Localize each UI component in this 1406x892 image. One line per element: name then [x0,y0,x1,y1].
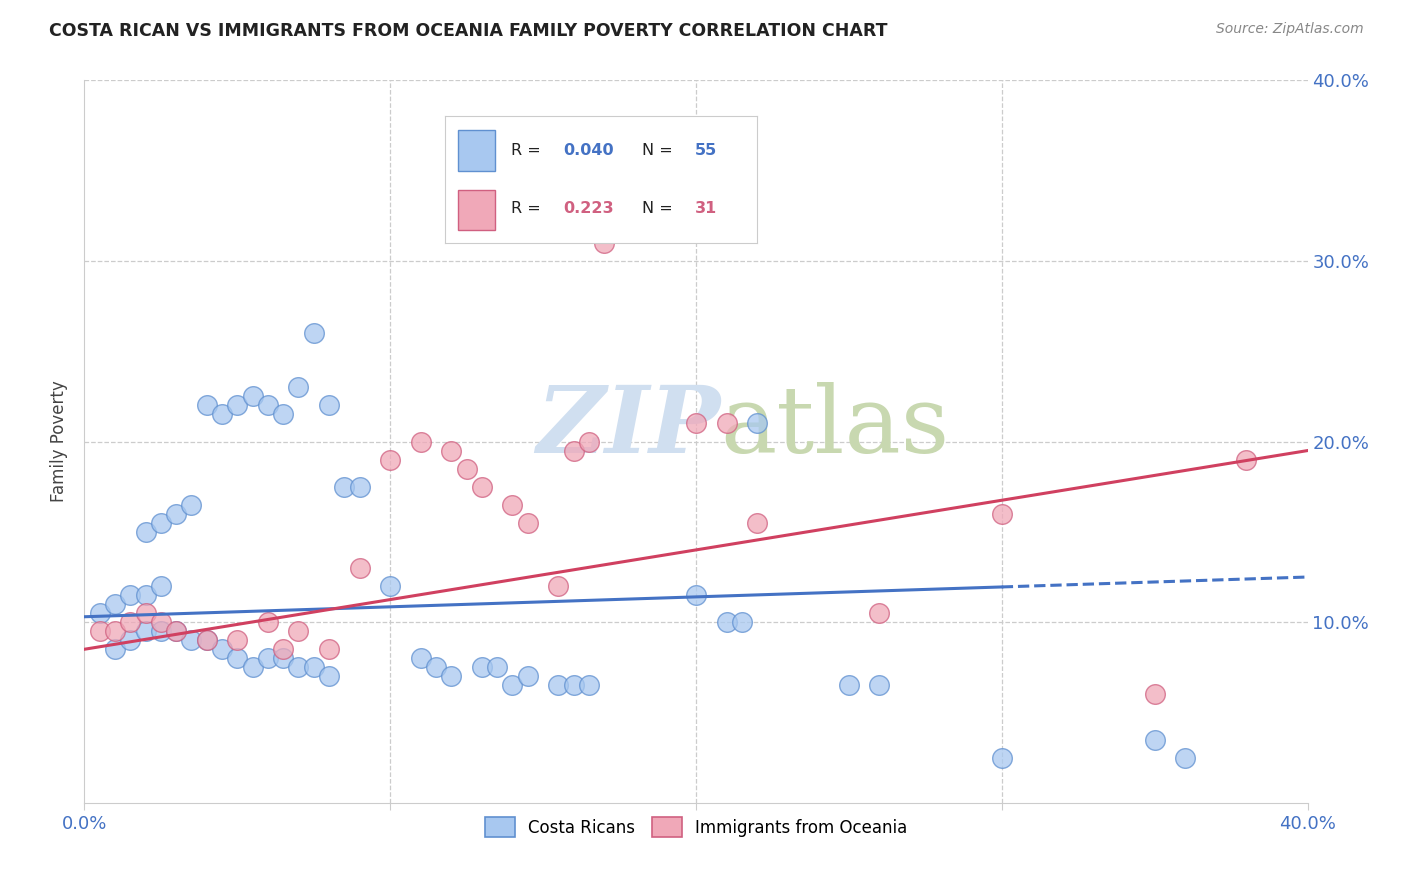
Text: Source: ZipAtlas.com: Source: ZipAtlas.com [1216,22,1364,37]
Point [135,588,157,602]
Point [149,516,172,530]
Point [1236,452,1258,467]
Point [747,516,769,530]
Point [287,624,309,639]
Point [89,624,111,639]
Point [180,498,202,512]
Point [135,624,157,639]
Point [89,606,111,620]
Point [471,660,494,674]
Point [685,417,707,431]
Point [869,606,891,620]
Point [104,624,127,639]
Point [195,633,218,648]
Point [149,624,172,639]
Point [165,624,187,639]
Point [562,443,585,458]
Point [287,380,309,394]
Point [380,579,402,593]
Point [271,408,294,422]
Point [135,524,157,539]
Point [120,615,142,630]
Point [502,678,524,692]
Point [120,588,142,602]
Point [318,398,340,412]
Point [271,642,294,657]
Point [195,398,218,412]
Point [149,615,172,630]
Point [440,669,463,683]
Text: ZIP: ZIP [536,382,720,472]
Point [731,615,754,630]
Point [226,651,249,665]
Point [195,633,218,648]
Point [318,669,340,683]
Point [165,624,187,639]
Point [287,660,309,674]
Point [211,642,233,657]
Point [991,507,1014,521]
Point [302,660,325,674]
Point [333,480,356,494]
Point [593,235,616,250]
Point [226,398,249,412]
Point [486,660,509,674]
Text: COSTA RICAN VS IMMIGRANTS FROM OCEANIA FAMILY POVERTY CORRELATION CHART: COSTA RICAN VS IMMIGRANTS FROM OCEANIA F… [49,22,887,40]
Point [516,669,538,683]
Point [547,579,569,593]
Point [716,417,738,431]
Point [471,480,494,494]
Point [165,507,187,521]
Text: atlas: atlas [720,382,949,472]
Point [180,633,202,648]
Point [547,678,569,692]
Point [271,651,294,665]
Point [257,651,280,665]
Point [318,642,340,657]
Point [409,651,432,665]
Point [516,516,538,530]
Point [456,461,478,475]
Point [242,389,264,403]
Point [747,417,769,431]
Point [257,398,280,412]
Point [104,642,127,657]
Point [440,443,463,458]
Point [120,633,142,648]
Point [869,678,891,692]
Point [578,434,600,449]
Point [716,615,738,630]
Point [685,588,707,602]
Point [562,678,585,692]
Y-axis label: Family Poverty: Family Poverty [51,381,69,502]
Point [1143,732,1166,747]
Point [149,579,172,593]
Point [425,660,447,674]
Point [349,561,371,575]
Point [1174,750,1197,764]
Point [502,498,524,512]
Point [578,678,600,692]
Point [409,434,432,449]
Legend: Costa Ricans, Immigrants from Oceania: Costa Ricans, Immigrants from Oceania [477,809,915,845]
Point [135,606,157,620]
Point [991,750,1014,764]
Point [349,480,371,494]
Point [380,452,402,467]
Point [302,326,325,340]
Point [257,615,280,630]
Point [242,660,264,674]
Point [226,633,249,648]
Point [211,408,233,422]
Point [838,678,860,692]
Point [1143,687,1166,701]
Point [104,597,127,611]
